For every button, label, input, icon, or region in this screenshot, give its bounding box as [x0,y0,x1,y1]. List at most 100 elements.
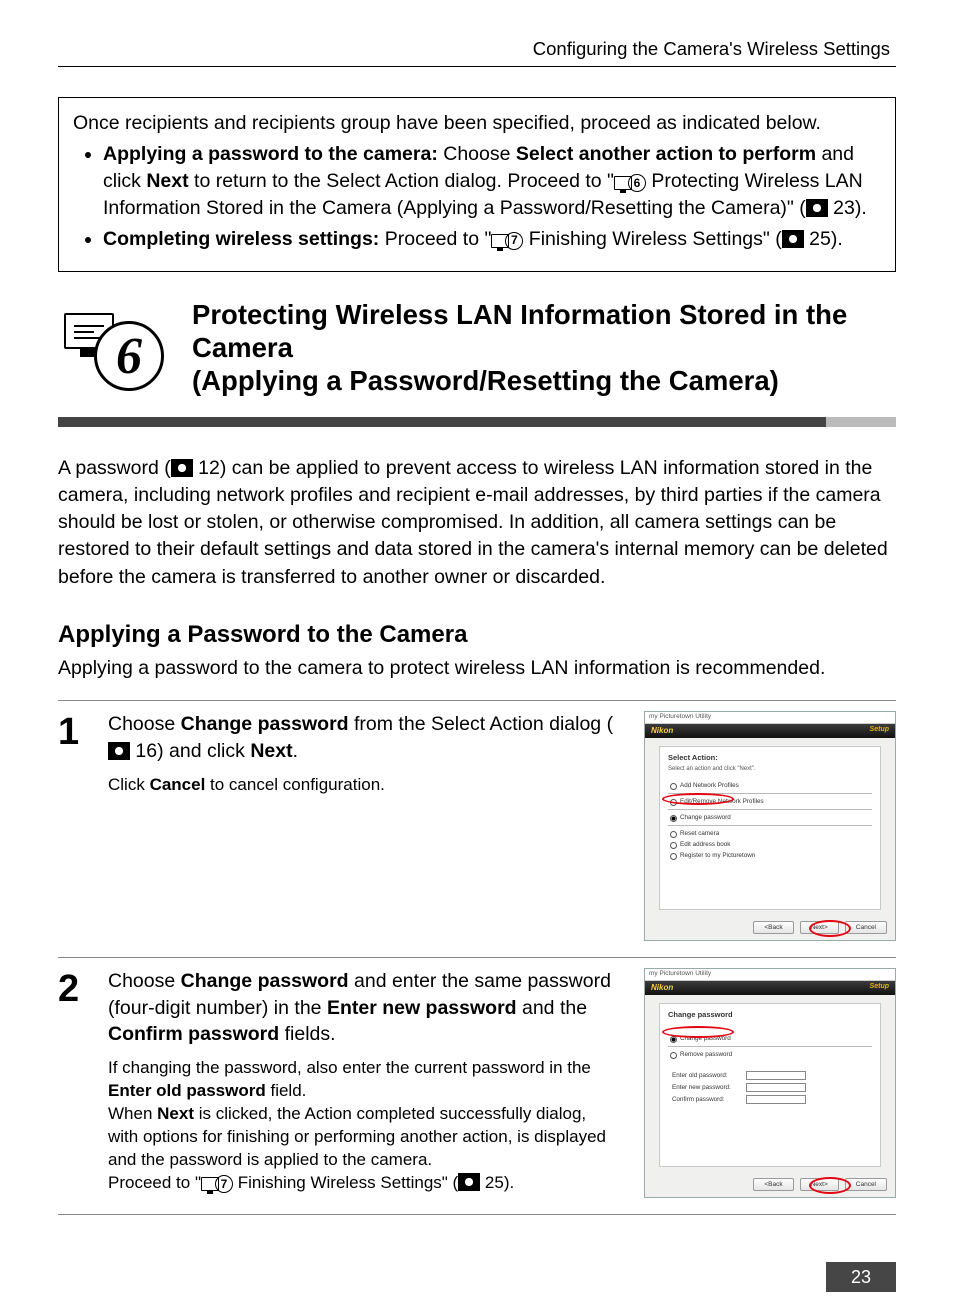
step-2-number: 2 [58,968,90,1008]
screenshot-cancel-button: Cancel [845,921,887,934]
section-title: Protecting Wireless LAN Information Stor… [192,298,896,397]
screenshot1-hint: Select an action and click "Next". [668,766,872,772]
screenshot1-brandbar: Nikon Setup [645,724,895,738]
screenshot2-panel: Change password Change password Remove p… [659,1003,881,1167]
step2-detail1-b: Enter old password [108,1081,266,1100]
step1-main-post: . [293,740,298,762]
screenshot2-f1-label: Enter old password: [672,1072,742,1079]
sub-intro: Applying a password to the camera to pro… [58,655,896,682]
callout-item2-pgref: 25). [804,228,843,250]
screenshot2-field2: Enter new password: [672,1083,872,1092]
screenshot1-opt6: Register to my Picturetown [668,850,872,861]
callout-item2-text1: Proceed to " [379,228,491,250]
screenshot-select-action: my Picturetown Utility Nikon Setup Selec… [644,711,896,941]
screenshot2-f2-label: Enter new password: [672,1084,742,1091]
screenshot2-brandbar: Nikon Setup [645,981,895,995]
callout-item-1: Applying a password to the camera: Choos… [103,141,881,222]
step-2-detail: If changing the password, also enter the… [108,1057,616,1195]
inline-step-7a-icon: 7 [491,232,523,250]
screenshot2-buttons: <Back Next> Cancel [753,1178,887,1191]
callout-item1-pgref: 23). [828,197,867,219]
callout-intro: Once recipients and recipients group hav… [73,110,881,137]
page-ref-icon [108,742,130,760]
screenshot2-opt1: Change password [668,1033,872,1044]
step-1-text: Choose Change password from the Select A… [108,711,626,797]
section-underline [58,417,896,427]
page-ref-icon [806,199,828,217]
screenshot-back-button: <Back [753,1178,793,1191]
page-ref-icon [171,459,193,477]
callout-item2-bold1: Completing wireless settings: [103,228,379,250]
screenshot2-titlebar: my Picturetown Utility [645,969,895,981]
step2-detail2-pre: When [108,1104,157,1123]
callout-item1-text1: Choose [438,143,516,165]
running-header: Configuring the Camera's Wireless Settin… [58,38,890,60]
screenshot2-f3-label: Confirm password: [672,1096,742,1103]
screenshot-change-password: my Picturetown Utility Nikon Setup Chang… [644,968,896,1198]
inline-step-6-icon: 6 [614,174,646,192]
step1-main-b1: Change password [181,713,349,735]
section-title-line1: Protecting Wireless LAN Information Stor… [192,298,896,364]
step1-main-b2: Next [250,740,292,762]
callout-item2-text2: Finishing Wireless Settings" ( [523,228,781,250]
steps-area: 1 Choose Change password from the Select… [58,700,896,1215]
screenshot-back-button: <Back [753,921,793,934]
screenshot1-buttons: <Back Next> Cancel [753,921,887,934]
step-1: 1 Choose Change password from the Select… [58,701,896,958]
screenshot-brand: Nikon [651,983,673,992]
screenshot1-opt5: Edit address book [668,839,872,850]
step1-detail-b: Cancel [150,775,206,794]
body-para-pre: A password ( [58,457,171,479]
step2-main-b3: Confirm password [108,1023,279,1045]
step1-detail-post: to cancel configuration. [205,775,385,794]
screenshot-next-button: Next> [800,921,839,934]
screenshot1-opt4: Reset camera [668,828,872,839]
section-number: 6 [94,321,164,391]
step2-detail3-mid: Finishing Wireless Settings" ( [233,1173,458,1192]
screenshot2-title: Change password [668,1010,872,1019]
step2-main-b1: Change password [181,970,349,992]
screenshot2-field1: Enter old password: [672,1071,872,1080]
step-1-number: 1 [58,711,90,751]
page-ref-icon [782,230,804,248]
header-rule [58,66,896,67]
section-heading: 6 Protecting Wireless LAN Information St… [58,298,896,397]
screenshot1-titlebar: my Picturetown Utility [645,712,895,724]
screenshot-next-button: Next> [800,1178,839,1191]
step2-main-b2: Enter new password [327,997,517,1019]
screenshot2-field3: Confirm password: [672,1095,872,1104]
screenshot-setup-label: Setup [870,726,889,733]
callout-item-2: Completing wireless settings: Proceed to… [103,226,881,253]
step2-detail1-pre: If changing the password, also enter the… [108,1058,591,1077]
step2-detail3-pre: Proceed to " [108,1173,201,1192]
step-2: 2 Choose Change password and enter the s… [58,958,896,1215]
page-ref-icon [458,1173,480,1191]
step2-detail1-post: field. [266,1081,307,1100]
step1-detail-pre: Click [108,775,150,794]
step2-main-mid2: and the [517,997,587,1019]
screenshot1-opt2: Edit/Remove Network Profiles [668,796,872,807]
callout-item1-bold2: Select another action to perform [516,143,816,165]
screenshot2-opt2: Remove password [668,1049,872,1060]
screenshot-cancel-button: Cancel [845,1178,887,1191]
step2-main-pre: Choose [108,970,181,992]
page-number: 23 [826,1262,896,1292]
callout-item1-bold1: Applying a password to the camera: [103,143,438,165]
screenshot-setup-label: Setup [870,983,889,990]
step1-main-pre: Choose [108,713,181,735]
step2-detail2-b: Next [157,1104,194,1123]
screenshot1-opt1: Add Network Profiles [668,780,872,791]
step2-detail3-ref: 25). [480,1173,514,1192]
callout-item1-text3: to return to the Select Action dialog. P… [189,170,614,192]
step-2-text: Choose Change password and enter the sam… [108,968,626,1195]
section-title-line2: (Applying a Password/Resetting the Camer… [192,364,896,397]
screenshot1-panel: Select Action: Select an action and clic… [659,746,881,910]
step1-main-mid1: from the Select Action dialog ( [349,713,613,735]
body-paragraph: A password ( 12) can be applied to preve… [58,455,896,591]
section-step-marker: 6 [58,307,168,387]
callout-item1-bold3: Next [146,170,188,192]
callout-box: Once recipients and recipients group hav… [58,97,896,272]
screenshot-brand: Nikon [651,726,673,735]
step1-main-ref: 16) and click [130,740,250,762]
inline-step-7b-icon: 7 [201,1175,233,1193]
